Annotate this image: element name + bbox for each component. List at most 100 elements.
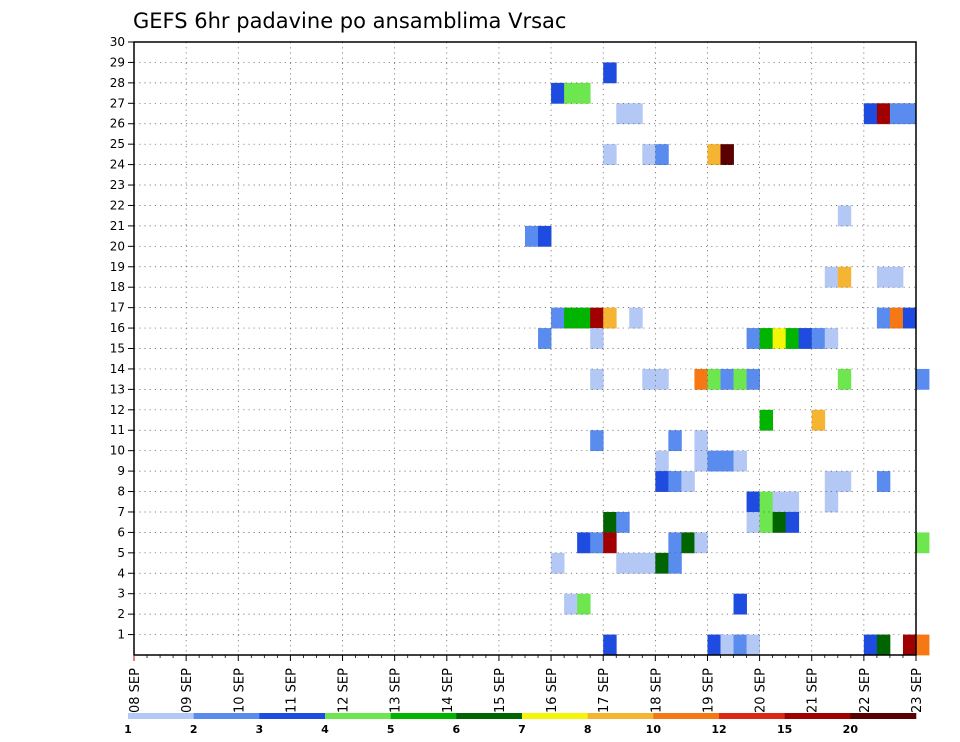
chart-title: GEFS 6hr padavine po ansamblima Vrsac (133, 9, 566, 33)
heatmap-cell (655, 552, 669, 574)
heatmap-cell (564, 307, 578, 329)
y-tick-label: 23 (110, 178, 125, 192)
x-tick-label: 17 SEP (597, 668, 612, 713)
heatmap-cell (785, 491, 800, 513)
heatmap-cell (655, 471, 669, 492)
y-tick-label: 3 (117, 587, 125, 601)
y-tick-label: 19 (110, 260, 125, 274)
colorbar-label: 8 (584, 723, 592, 736)
y-axis-ticks: 1234567891011121314151617181920212223242… (110, 35, 134, 642)
colorbar-label: 2 (190, 723, 198, 736)
y-tick-label: 14 (110, 362, 125, 376)
heatmap-cell (551, 82, 565, 104)
y-tick-label: 30 (110, 35, 125, 49)
heatmap-cell (681, 532, 695, 554)
heatmap-cell (916, 634, 930, 656)
heatmap-cell (538, 328, 552, 349)
colorbar-label: 20 (843, 723, 859, 736)
heatmap-cell (837, 471, 852, 492)
heatmap-cell (629, 552, 643, 574)
colorbar-label: 15 (777, 723, 792, 736)
y-tick-label: 24 (110, 158, 125, 172)
x-tick-label: 19 SEP (701, 668, 716, 713)
heatmap-cell (824, 328, 839, 349)
heatmap-cell (629, 103, 643, 125)
heatmap-cell (694, 532, 708, 554)
heatmap-cell (916, 532, 930, 554)
heatmap-cell (889, 266, 904, 288)
heatmap-cell (902, 103, 917, 125)
heatmap-cell (603, 62, 617, 84)
heatmap-cell (694, 450, 708, 472)
heatmap-cell (876, 266, 891, 288)
heatmap-cell (902, 307, 917, 329)
x-tick-label: 15 SEP (493, 668, 508, 713)
heatmap-cell (837, 205, 852, 227)
heatmap-cell (785, 511, 800, 533)
heatmap-cell (837, 368, 852, 390)
x-tick-label: 21 SEP (806, 668, 821, 713)
heatmap-cell (863, 103, 878, 125)
x-tick-label: 23 SEP (910, 668, 925, 713)
x-tick-label: 12 SEP (337, 668, 352, 713)
heatmap-cell (668, 532, 682, 554)
y-tick-label: 16 (110, 321, 125, 335)
heatmap-cell (590, 368, 604, 390)
colorbar-legend: 1 2 3 4 5 6 7 8 10 12 15 20 (124, 713, 917, 736)
heatmap-cell (720, 634, 734, 656)
colorbar-segment (522, 713, 588, 719)
colorbar-segment (456, 713, 523, 719)
heatmap-cell (603, 532, 617, 554)
y-tick-label: 26 (110, 117, 125, 131)
heatmap-cell (577, 593, 591, 615)
heatmap-cell (863, 634, 878, 656)
heatmap-cell (772, 328, 787, 349)
heatmap-cell (642, 144, 656, 165)
colorbar-label: 3 (256, 723, 264, 736)
y-tick-label: 25 (110, 137, 125, 151)
heatmap-cell (720, 368, 734, 390)
colorbar-label: 5 (387, 723, 395, 736)
heatmap-cell (876, 307, 891, 329)
y-tick-label: 2 (117, 607, 125, 621)
x-tick-label: 20 SEP (754, 668, 769, 713)
heatmap-cell (733, 593, 747, 615)
y-tick-label: 10 (110, 444, 125, 458)
x-tick-label: 16 SEP (545, 668, 560, 713)
heatmap-cell (590, 307, 604, 329)
y-tick-label: 9 (117, 464, 125, 478)
heatmap-cells (525, 62, 930, 656)
colorbar-segment (193, 713, 260, 719)
y-tick-label: 18 (110, 280, 125, 294)
heatmap-cell (720, 450, 734, 472)
heatmap-cell (577, 307, 591, 329)
heatmap-cell (746, 368, 760, 390)
heatmap-cell (629, 307, 643, 329)
heatmap-cell (564, 593, 578, 615)
heatmap-cell (798, 328, 813, 349)
heatmap-cell (616, 103, 630, 125)
heatmap-cell (824, 266, 839, 288)
y-tick-label: 11 (110, 423, 125, 437)
heatmap-cell (824, 491, 839, 513)
heatmap-cell (668, 430, 682, 452)
grid-lines (134, 42, 916, 655)
heatmap-cell (889, 307, 904, 329)
heatmap-cell (564, 82, 578, 104)
x-tick-label: 10 SEP (232, 668, 247, 713)
colorbar-segment (653, 713, 720, 719)
heatmap-cell (603, 634, 617, 656)
colorbar-segment (259, 713, 326, 719)
y-tick-label: 6 (117, 525, 125, 539)
y-tick-label: 5 (117, 546, 125, 560)
heatmap-cell (772, 491, 787, 513)
heatmap-cell (876, 103, 891, 125)
colorbar-label: 6 (453, 723, 461, 736)
colorbar-segment (719, 713, 785, 719)
heatmap-cell (694, 430, 708, 452)
y-tick-label: 20 (110, 239, 125, 253)
heatmap-cell (759, 409, 774, 431)
y-tick-label: 21 (110, 219, 125, 233)
heatmap-cell (916, 368, 930, 390)
